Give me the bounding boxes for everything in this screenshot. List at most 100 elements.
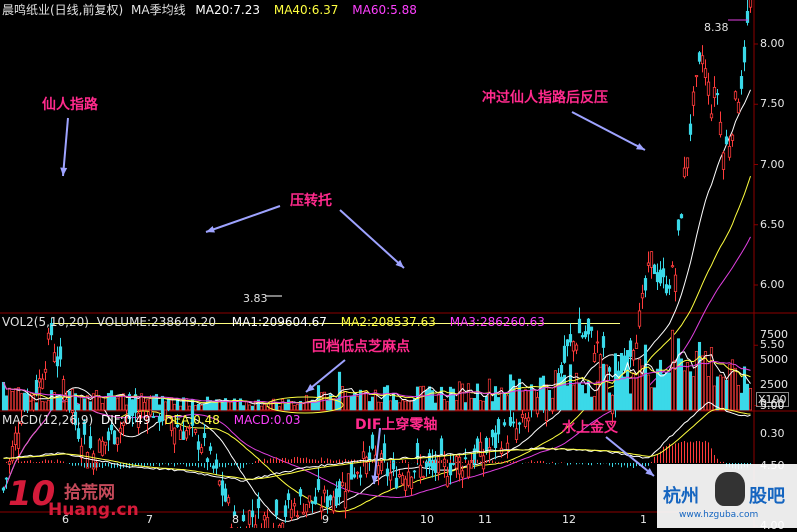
volume-bar — [656, 369, 658, 410]
candle — [686, 158, 688, 168]
volume-bar — [167, 399, 169, 410]
volume-bar — [464, 403, 466, 410]
candle — [335, 489, 337, 505]
volume-bar — [620, 353, 622, 410]
candle — [677, 220, 679, 230]
x-axis-label: 10 — [420, 513, 434, 526]
candle — [629, 341, 631, 357]
candle — [98, 440, 100, 452]
volume-bar — [263, 404, 265, 410]
candle — [317, 479, 319, 489]
volume-bar — [308, 403, 310, 410]
volume-bar — [638, 359, 640, 410]
volume-bar — [473, 398, 475, 410]
volume-bar — [605, 365, 607, 410]
annotation-yazhuantuo: 压转托 — [290, 190, 332, 210]
candle — [197, 442, 199, 450]
volume-bar — [62, 402, 64, 410]
volume-bar — [452, 389, 454, 410]
volume-bar — [476, 384, 478, 410]
volume-bar — [623, 377, 625, 410]
candle — [371, 435, 373, 448]
volume-bar — [689, 372, 691, 410]
candle — [641, 293, 643, 297]
volume-bar — [230, 402, 232, 410]
volume-ma2: MA2:208537.63 — [341, 315, 436, 329]
candle — [653, 265, 655, 274]
volume-bar — [101, 403, 103, 410]
candle — [353, 475, 355, 477]
candle — [119, 428, 121, 432]
volume-bar — [173, 404, 175, 410]
volume-bar — [5, 396, 7, 410]
candle — [479, 442, 481, 456]
volume-bar — [398, 403, 400, 410]
candle — [275, 500, 277, 515]
candle — [665, 285, 667, 293]
candle — [503, 423, 505, 425]
candle — [749, 0, 751, 7]
volume-bar — [677, 339, 679, 410]
volume-bar — [548, 390, 550, 410]
candle — [224, 489, 226, 501]
volume-bar — [536, 397, 538, 410]
volume-bar — [419, 387, 421, 410]
volume-bar — [80, 397, 82, 410]
candle — [266, 517, 268, 528]
candle — [365, 457, 367, 473]
candle — [452, 463, 454, 464]
candle — [581, 336, 583, 337]
chart-title: 晨鸣纸业(日线,前复权) — [2, 3, 123, 17]
macd-tick-label: 0.60 — [760, 397, 785, 410]
volume-bar — [194, 405, 196, 410]
candle — [14, 433, 16, 445]
candle — [422, 476, 424, 477]
volume-bar — [545, 385, 547, 410]
candle — [332, 497, 334, 511]
volume-bar — [470, 398, 472, 410]
volume-bar — [401, 400, 403, 410]
volume-bar — [725, 380, 727, 410]
candle — [734, 92, 736, 99]
volume-bar — [389, 401, 391, 410]
volume-bar — [614, 354, 616, 410]
candle — [719, 122, 721, 134]
watermark-left-url: Huang.cn — [48, 500, 139, 520]
volume-bar — [608, 393, 610, 410]
candle — [515, 429, 517, 440]
x-axis-label: 7 — [146, 513, 153, 526]
candle — [449, 463, 451, 475]
annotation-shuishang: 水上金叉 — [562, 417, 618, 437]
volume-bar — [578, 383, 580, 410]
candle — [659, 270, 661, 283]
volume-bar — [428, 387, 430, 410]
candle — [524, 418, 526, 426]
volume-bar — [245, 402, 247, 410]
candle — [116, 438, 118, 445]
candle — [707, 82, 709, 95]
annotation-xianren: 仙人指路 — [42, 94, 98, 114]
volume-bar — [488, 379, 490, 410]
candle — [227, 498, 229, 503]
candle — [8, 461, 10, 464]
candle — [578, 319, 580, 333]
watermark-right-url: www.hzguba.com — [679, 510, 758, 520]
candle — [419, 465, 421, 477]
volume-bar — [47, 400, 49, 410]
candle — [722, 153, 724, 170]
volume-bar — [707, 376, 709, 410]
candle — [203, 434, 205, 438]
ma60-readout: MA60:5.88 — [352, 3, 417, 17]
candle — [680, 215, 682, 218]
volume-bar — [11, 391, 13, 410]
volume-bar — [659, 360, 661, 410]
volume-bar — [8, 388, 10, 410]
volume-tick-label: 7500 — [760, 328, 788, 341]
candle — [248, 511, 250, 525]
dea-readout: DEA:0.48 — [164, 413, 220, 427]
volume-bar — [575, 373, 577, 410]
volume-bar — [53, 393, 55, 410]
volume-readout: VOLUME:238649.20 — [97, 315, 216, 329]
candle — [569, 334, 571, 342]
volume-bar — [404, 401, 406, 410]
